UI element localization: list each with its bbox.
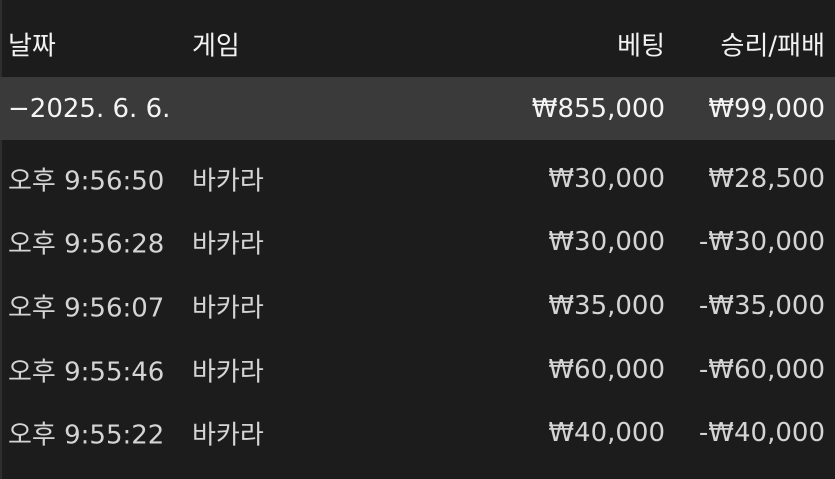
row-bet: ₩40,000: [548, 417, 665, 448]
column-header-bet[interactable]: 베팅: [617, 31, 665, 61]
row-bet: ₩60,000: [548, 354, 665, 385]
row-game: 바카라: [192, 357, 264, 387]
row-time: 오후 9:56:28: [8, 229, 165, 259]
row-bet: ₩35,000: [548, 290, 665, 321]
row-result: -₩60,000: [698, 354, 825, 385]
table-row[interactable]: 오후 9:56:50 바카라 ₩30,000 ₩28,500: [0, 147, 835, 210]
row-result: -₩40,000: [698, 417, 825, 448]
table-row[interactable]: 오후 9:56:07 바카라 ₩35,000 -₩35,000: [0, 274, 835, 337]
table-row[interactable]: 오후 9:55:46 바카라 ₩60,000 -₩60,000: [0, 338, 835, 401]
column-header-date[interactable]: 날짜: [8, 31, 56, 61]
table-row[interactable]: 오후 9:55:22 바카라 ₩40,000 -₩40,000: [0, 401, 835, 464]
row-result: -₩35,000: [698, 290, 825, 321]
row-bet: ₩30,000: [548, 163, 665, 194]
row-time: 오후 9:55:46: [8, 357, 165, 387]
date-group-row[interactable]: −2025. 6. 6. ₩855,000 ₩99,000: [0, 77, 835, 140]
column-header-result[interactable]: 승리/패배: [720, 31, 825, 61]
column-header-game[interactable]: 게임: [192, 31, 240, 61]
row-result: ₩28,500: [708, 163, 825, 194]
table-header: 날짜 게임 베팅 승리/패배: [0, 12, 835, 75]
group-date: −2025. 6. 6.: [8, 94, 170, 124]
row-game: 바카라: [192, 420, 264, 450]
row-time: 오후 9:56:07: [8, 293, 165, 323]
group-result-total: ₩99,000: [708, 93, 825, 124]
table-row[interactable]: 오후 9:56:28 바카라 ₩30,000 -₩30,000: [0, 210, 835, 273]
group-date-label: 2025. 6. 6.: [29, 93, 171, 124]
left-border: [0, 0, 2, 479]
row-time: 오후 9:55:22: [8, 420, 165, 450]
group-bet-total: ₩855,000: [531, 93, 665, 124]
collapse-toggle[interactable]: −: [8, 93, 30, 124]
row-game: 바카라: [192, 229, 264, 259]
row-game: 바카라: [192, 166, 264, 196]
row-time: 오후 9:56:50: [8, 166, 165, 196]
row-result: -₩30,000: [698, 226, 825, 257]
row-game: 바카라: [192, 293, 264, 323]
row-bet: ₩30,000: [548, 226, 665, 257]
